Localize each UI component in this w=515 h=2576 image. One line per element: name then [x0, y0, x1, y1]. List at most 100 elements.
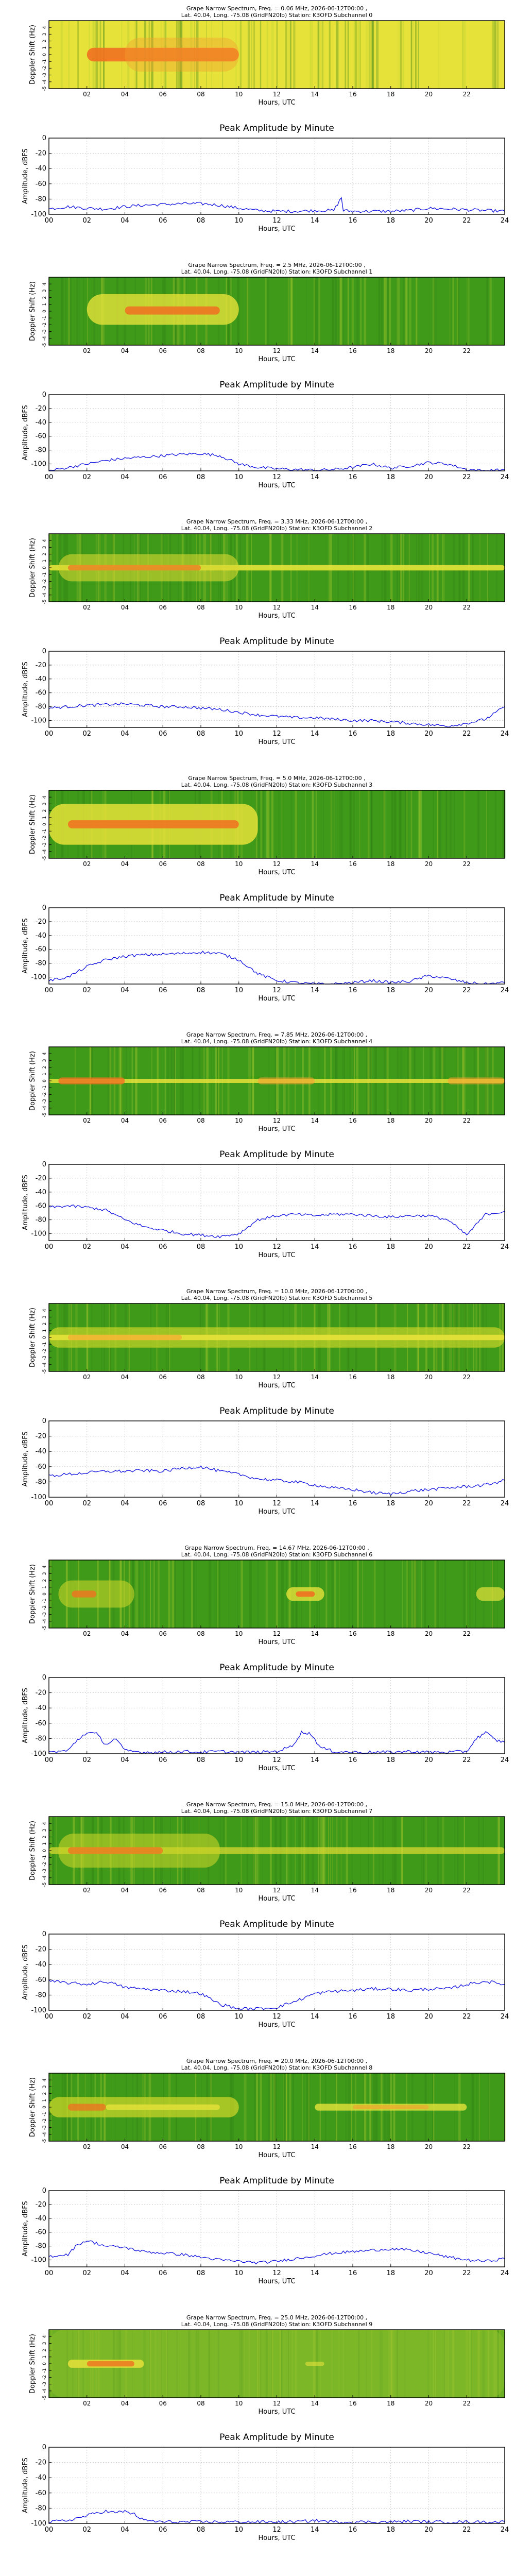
spectrogram-texture — [359, 790, 360, 858]
amplitude-title: Peak Amplitude by Minute — [219, 2176, 334, 2186]
spectrogram-texture — [138, 1560, 140, 1628]
y-tick-label: -100 — [31, 1494, 46, 1501]
spectrogram-texture — [409, 277, 411, 345]
y-tick-label: -40 — [36, 165, 46, 173]
spectrogram-texture — [479, 2073, 480, 2141]
x-tick-label: 14 — [311, 2526, 319, 2534]
spectrogram-texture — [325, 1560, 328, 1628]
x-tick-label: 14 — [311, 1887, 319, 1894]
spectrogram-texture — [416, 277, 418, 345]
spectrogram-texture — [369, 21, 371, 89]
amplitude-trace — [48, 1465, 505, 1496]
x-tick-label: 04 — [121, 1887, 129, 1894]
x-tick-label: 16 — [349, 347, 356, 354]
spectrogram-texture — [331, 790, 332, 858]
spectrogram-texture — [384, 277, 386, 345]
spectrogram-texture — [249, 1560, 250, 1628]
spectrogram-texture — [440, 790, 441, 858]
spectrogram-texture — [464, 21, 466, 89]
y-tick-label: -60 — [36, 1202, 46, 1210]
y-tick-label: 3 — [42, 33, 47, 36]
y-tick-label: -3 — [42, 842, 47, 847]
spectrogram-texture — [340, 277, 342, 345]
y-tick-label: -5 — [42, 1626, 47, 1631]
spectrogram-texture — [364, 277, 367, 345]
spectrogram-texture — [76, 277, 78, 345]
x-tick-label: 18 — [386, 730, 395, 738]
spectrogram-texture — [136, 1560, 139, 1628]
spectrogram-texture — [366, 21, 368, 89]
x-tick-label: 14 — [311, 2269, 319, 2277]
y-axis-label: Doppler Shift (Hz) — [29, 2334, 37, 2394]
x-tick-label: 18 — [387, 1887, 394, 1894]
y-axis-label: Doppler Shift (Hz) — [29, 538, 37, 598]
x-tick-label: 12 — [272, 217, 281, 225]
x-axis-label: Hours, UTC — [258, 1251, 295, 1259]
y-tick-label: -40 — [36, 675, 46, 683]
x-tick-label: 20 — [424, 2526, 433, 2534]
y-tick-label: 0 — [42, 1592, 47, 1596]
spectrogram-texture — [289, 21, 291, 89]
x-tick-label: 02 — [82, 1500, 91, 1507]
x-tick-label: 10 — [234, 2013, 243, 2021]
y-tick-label: -2 — [42, 836, 47, 840]
y-tick-label: -5 — [42, 87, 47, 91]
spectrogram-texture — [247, 277, 249, 345]
spectrogram-texture — [381, 277, 383, 345]
x-tick-label: 16 — [349, 1500, 357, 1507]
spectrogram-texture — [158, 1560, 159, 1628]
spectrogram-title-line1: Grape Narrow Spectrum, Freq. = 5.0 MHz, … — [188, 775, 365, 782]
amplitude-panel: Peak Amplitude by Minute 00 02 04 06 08 10 12 14… — [22, 1919, 509, 2029]
spectrogram-texture — [267, 277, 269, 345]
x-tick-label: 04 — [121, 730, 129, 738]
y-tick-label: -5 — [42, 2139, 47, 2144]
spectrogram-texture — [368, 21, 369, 89]
y-tick-label: -60 — [36, 1720, 46, 1727]
y-tick-label: -80 — [36, 1216, 46, 1224]
x-tick-label: 08 — [197, 347, 204, 354]
x-tick-label: 00 — [45, 1756, 54, 1764]
spectrogram-texture — [356, 277, 359, 345]
x-tick-label: 12 — [273, 91, 281, 98]
y-tick-label: 1 — [42, 2099, 47, 2102]
spectrogram-texture — [293, 21, 296, 89]
y-tick-label: 2 — [42, 1836, 47, 1839]
x-tick-label: 08 — [197, 2013, 205, 2021]
amplitude-trace — [48, 1979, 505, 2011]
y-tick-label: 3 — [42, 1829, 47, 1832]
x-tick-label: 22 — [463, 2400, 471, 2407]
x-tick-label: 02 — [83, 347, 91, 354]
y-tick-label: -1 — [42, 1342, 47, 1347]
spectrogram-texture — [414, 1560, 417, 1628]
x-tick-label: 22 — [463, 91, 471, 98]
spectrogram-panel: Grape Narrow Spectrum, Freq. = 2.5 MHz, … — [29, 262, 505, 363]
x-tick-label: 04 — [121, 2143, 129, 2150]
y-tick-label: -80 — [36, 2504, 46, 2512]
x-tick-label: 04 — [121, 473, 129, 481]
spectrogram-texture — [171, 1560, 175, 1628]
y-tick-label: 2 — [42, 553, 47, 556]
x-tick-label: 18 — [386, 2526, 395, 2534]
spectrogram-texture — [434, 277, 435, 345]
x-tick-label: 00 — [45, 2526, 54, 2534]
spectrogram-texture — [502, 790, 504, 858]
spectrogram-texture — [338, 277, 340, 345]
spectrogram-texture — [371, 21, 374, 89]
x-tick-label: 12 — [272, 473, 281, 481]
spectrogram-texture — [317, 21, 318, 89]
x-tick-label: 12 — [272, 1243, 281, 1251]
y-tick-label: 0 — [42, 1161, 46, 1168]
y-tick-label: -100 — [31, 974, 46, 981]
y-tick-label: 2 — [42, 1066, 47, 1069]
y-axis-label: Doppler Shift (Hz) — [29, 25, 37, 84]
x-tick-label: 12 — [272, 987, 281, 994]
spectrogram-texture — [292, 2073, 294, 2141]
y-tick-label: -100 — [31, 2007, 46, 2014]
x-tick-label: 12 — [273, 1374, 281, 1381]
x-tick-label: 02 — [83, 2143, 91, 2150]
y-tick-label: -40 — [36, 419, 46, 427]
spectrogram-texture — [486, 790, 487, 858]
spectrogram-band — [258, 1077, 315, 1084]
spectrogram-texture — [415, 21, 417, 89]
x-tick-label: 18 — [387, 347, 394, 354]
